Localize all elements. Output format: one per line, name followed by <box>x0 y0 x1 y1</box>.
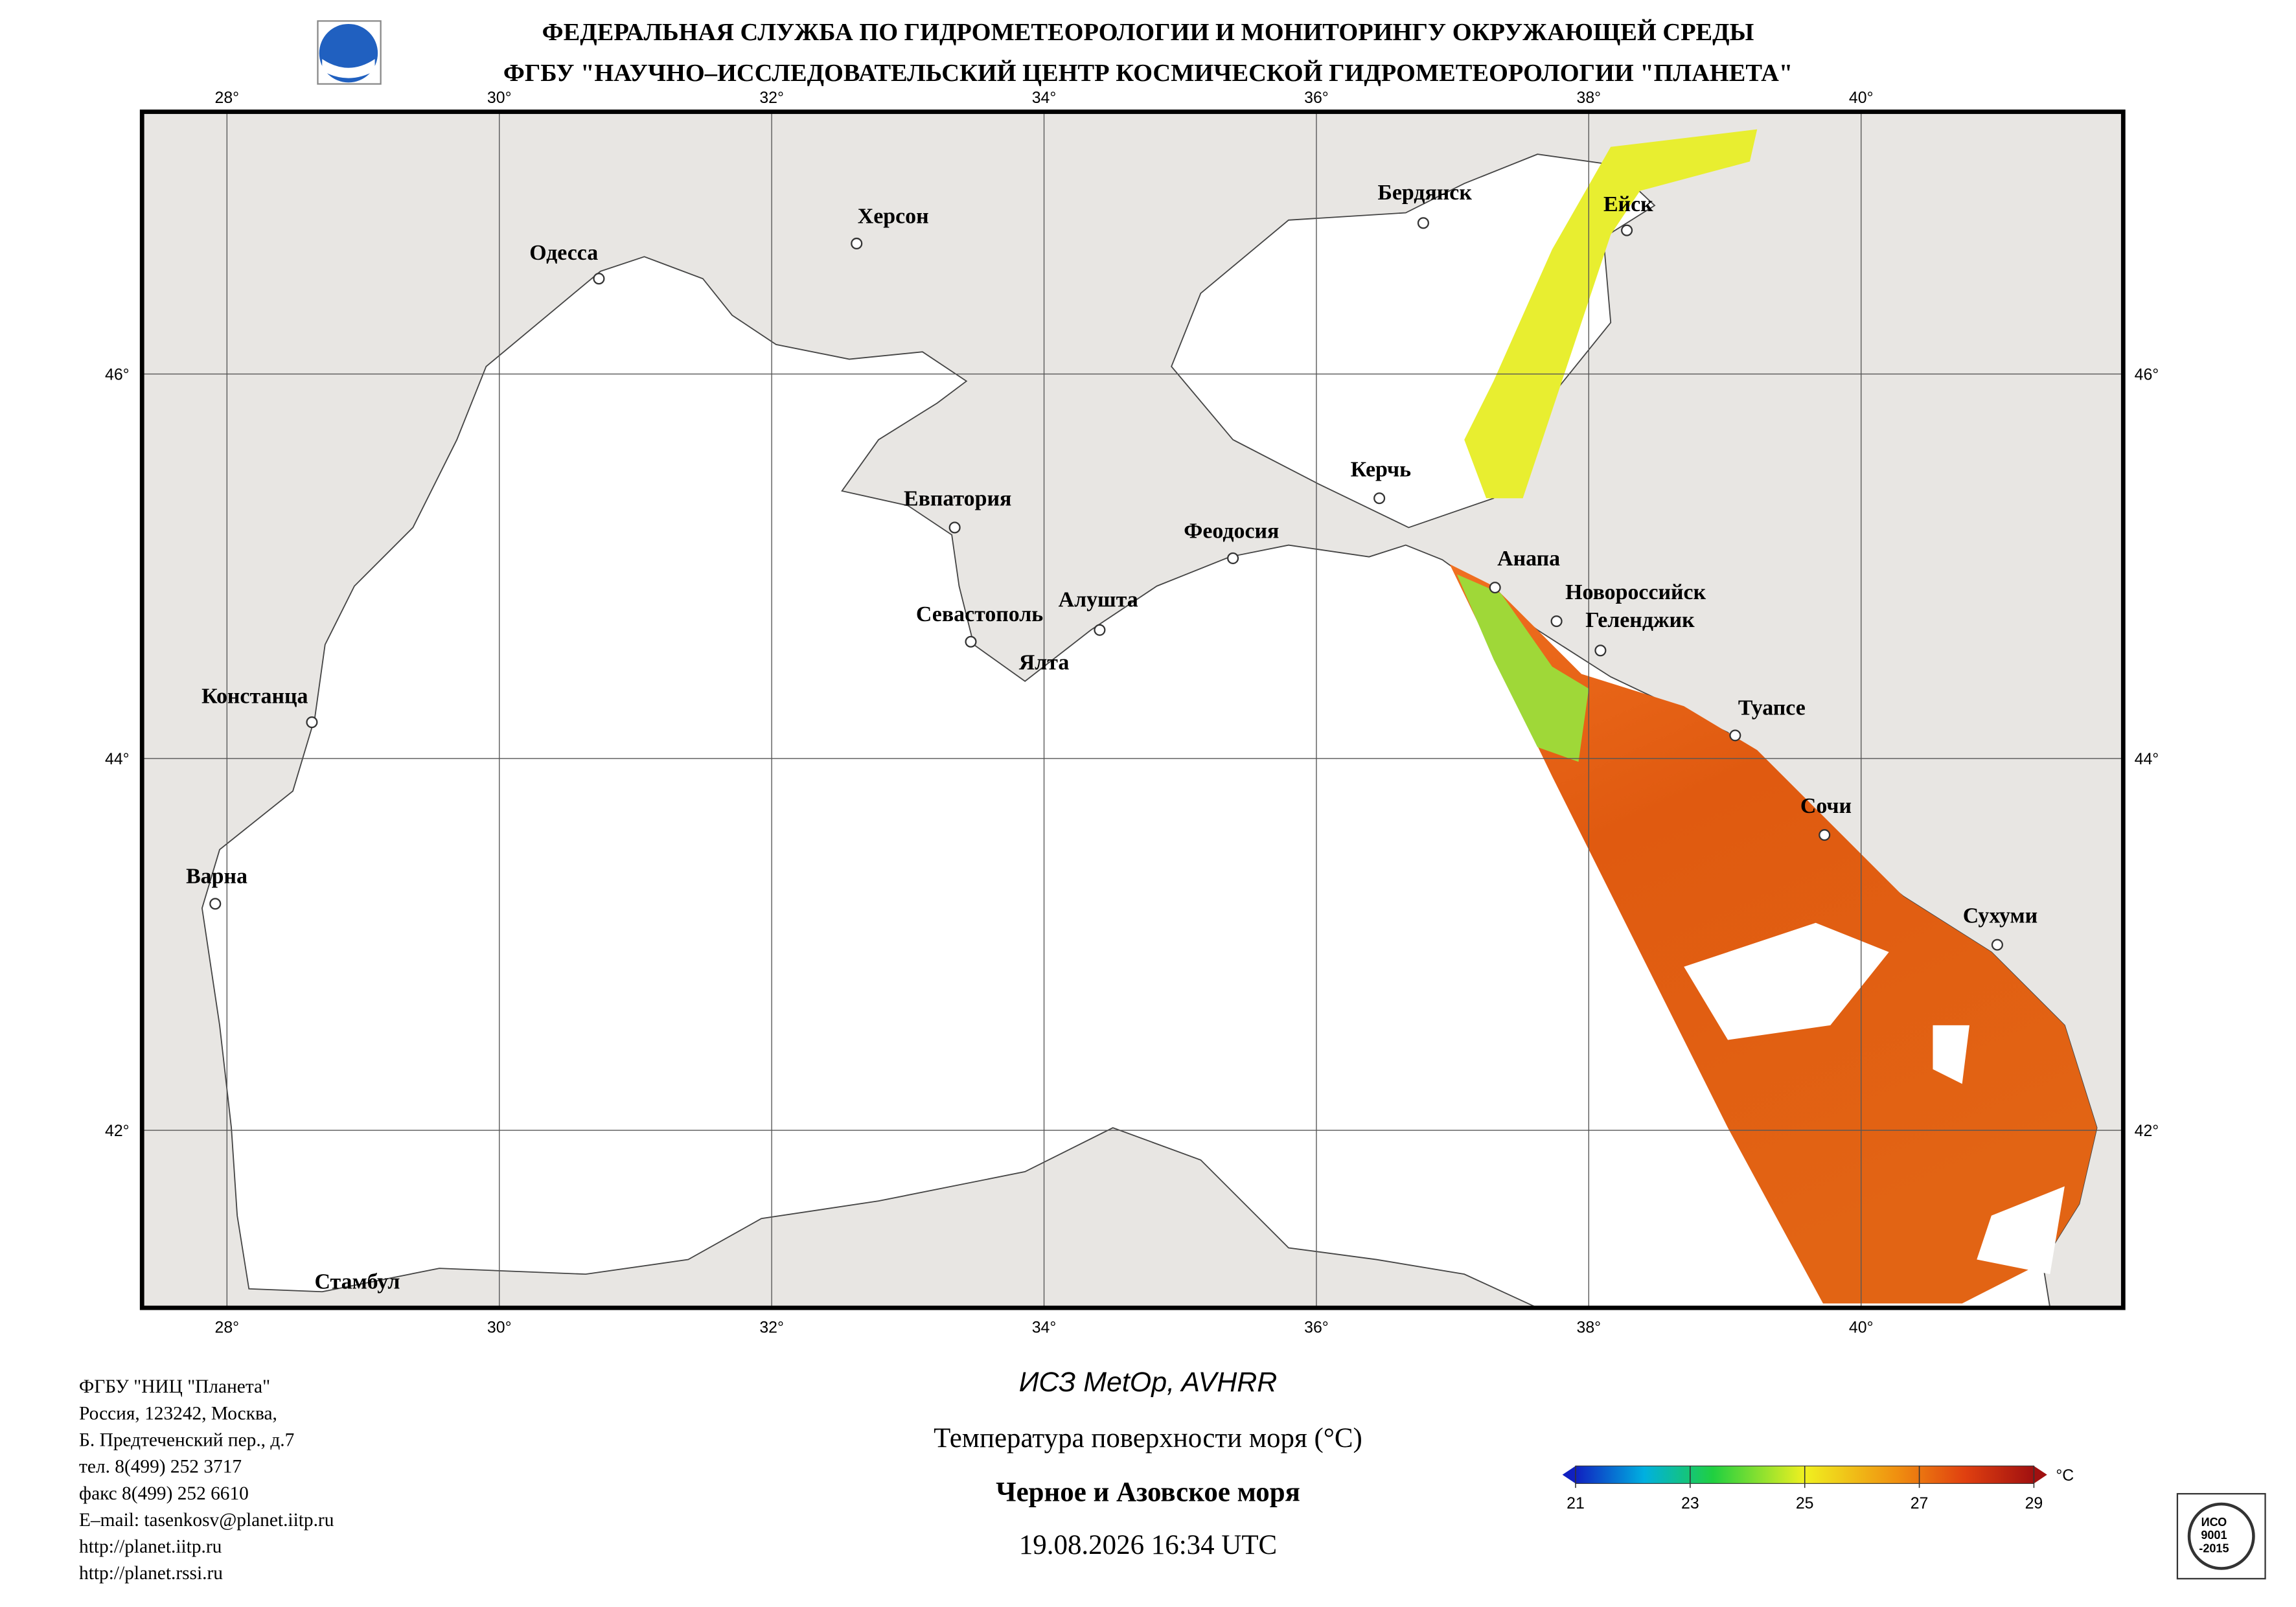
cloud-gap <box>1684 922 2065 1275</box>
product: Температура поверхности моря (°C) <box>934 1423 1362 1453</box>
colorbar: °C 21 23 25 27 29 <box>1562 1465 2074 1512</box>
city-marker <box>593 273 605 285</box>
org-line: http://planet.iitp.ru <box>79 1536 222 1557</box>
org-info: ФГБУ "НИЦ "Планета" Россия, 123242, Москв… <box>79 1376 334 1584</box>
lon-label: 40° <box>1849 1319 1874 1337</box>
city-marker <box>1991 939 2003 951</box>
lon-label: 40° <box>1849 89 1874 107</box>
map: 28° 28° 30° 30° 32° 32° 34° 34° 36° 36° 38° 38° 40° 4… <box>105 89 2159 1337</box>
lon-label: 28° <box>215 1319 240 1337</box>
colorbar-tick-label: 29 <box>2025 1494 2043 1512</box>
azov-sea <box>1171 154 1656 529</box>
city-label: Стамбул <box>315 1270 400 1294</box>
lon-label: 38° <box>1577 1319 1601 1337</box>
colorbar-tick-label: 25 <box>1796 1494 1814 1512</box>
city-label: Констанца <box>201 685 308 709</box>
city-label: Керчь <box>1351 457 1411 481</box>
city-label: Херсон <box>858 204 929 228</box>
lon-label: 38° <box>1577 89 1601 107</box>
logo <box>317 20 382 85</box>
city-label: Феодосия <box>1184 519 1279 543</box>
city-label: Алушта <box>1059 588 1138 612</box>
city-marker <box>1489 582 1501 594</box>
lon-label: 28° <box>215 89 240 107</box>
header-line: ФЕДЕРАЛЬНАЯ СЛУЖБА ПО ГИДРОМЕТЕОРОЛОГИИ … <box>542 19 1754 46</box>
colorbar-tick-label: 23 <box>1681 1494 1699 1512</box>
city-label: Новороссийск <box>1565 580 1706 604</box>
colorbar-tick-label: 21 <box>1567 1494 1585 1512</box>
lat-label: 42° <box>2135 1122 2159 1140</box>
org-line: Б. Предтеченский пер., д.7 <box>79 1430 294 1451</box>
iso-text: 9001 <box>2201 1529 2227 1542</box>
lat-label: 46° <box>2135 365 2159 383</box>
sst-swath <box>1449 564 2097 1304</box>
iso-badge: ИСО 9001 -2015 <box>2176 1493 2266 1580</box>
city-marker <box>948 521 961 534</box>
lat-label: 44° <box>105 750 130 768</box>
lat-label: 44° <box>2135 750 2159 768</box>
city-label: Туапсе <box>1738 696 1806 720</box>
lon-label: 32° <box>759 1319 784 1337</box>
city-label: Сухуми <box>1963 904 2038 928</box>
lon-label: 34° <box>1032 89 1057 107</box>
iso-text: ИСО <box>2201 1516 2227 1529</box>
city-marker <box>1819 829 1831 841</box>
colorbar-low-arrow <box>1562 1466 1576 1484</box>
city-label: Варна <box>186 865 247 889</box>
org-line: тел. 8(499) 252 3717 <box>79 1457 242 1477</box>
org-line: ФГБУ "НИЦ "Планета" <box>79 1376 270 1397</box>
city-label: Анапа <box>1497 547 1560 571</box>
map-frame <box>139 109 2126 1310</box>
city-label: Сочи <box>1800 794 1852 818</box>
city-marker <box>1373 492 1386 505</box>
sst-swath-north <box>1464 129 1758 499</box>
city-marker <box>1094 624 1106 636</box>
lon-label: 32° <box>759 89 784 107</box>
lon-label: 36° <box>1304 1319 1329 1337</box>
datetime: 19.08.2026 16:34 UTC <box>1019 1530 1277 1560</box>
satellite: ИСЗ MetOp, AVHRR <box>1019 1367 1278 1398</box>
city-marker <box>1729 729 1741 742</box>
lon-label: 30° <box>487 89 512 107</box>
city-marker <box>965 635 977 648</box>
city-marker <box>1227 552 1239 564</box>
org-line: E–mail: tasenkosv@planet.iitp.ru <box>79 1510 334 1531</box>
city-marker <box>1417 217 1429 229</box>
region: Черное и Азовское моря <box>996 1477 1300 1507</box>
sst-coastal-cool <box>1456 574 1589 762</box>
lon-label: 30° <box>487 1319 512 1337</box>
city-label: Ейск <box>1603 192 1653 216</box>
city-marker <box>1594 644 1607 657</box>
city-label: Одесса <box>529 241 598 265</box>
city-marker <box>1550 615 1563 628</box>
iso-text: -2015 <box>2199 1542 2229 1555</box>
lon-label: 34° <box>1032 1319 1057 1337</box>
org-line: http://planet.rssi.ru <box>79 1563 223 1584</box>
city-marker <box>1621 224 1633 236</box>
city-marker <box>851 237 863 250</box>
org-line: Россия, 123242, Москва, <box>79 1403 277 1424</box>
colorbar-unit: °C <box>2056 1466 2074 1485</box>
org-line: факс 8(499) 252 6610 <box>79 1483 249 1504</box>
lat-label: 46° <box>105 365 130 383</box>
colorbar-high-arrow <box>2034 1466 2047 1484</box>
city-marker <box>209 898 222 910</box>
city-label: Бердянск <box>1377 181 1472 205</box>
colorbar-tick-label: 27 <box>1911 1494 1929 1512</box>
city-label: Севастополь <box>916 602 1043 626</box>
lon-label: 36° <box>1304 89 1329 107</box>
header-line: ФГБУ "НАУЧНО–ИССЛЕДОВАТЕЛЬСКИЙ ЦЕНТР КОС… <box>503 60 1793 87</box>
city-label: Геленджик <box>1585 608 1695 632</box>
city-label: Евпатория <box>904 487 1011 511</box>
city-label: Ялта <box>1019 651 1070 675</box>
city-marker <box>306 716 318 729</box>
lat-label: 42° <box>105 1122 130 1140</box>
